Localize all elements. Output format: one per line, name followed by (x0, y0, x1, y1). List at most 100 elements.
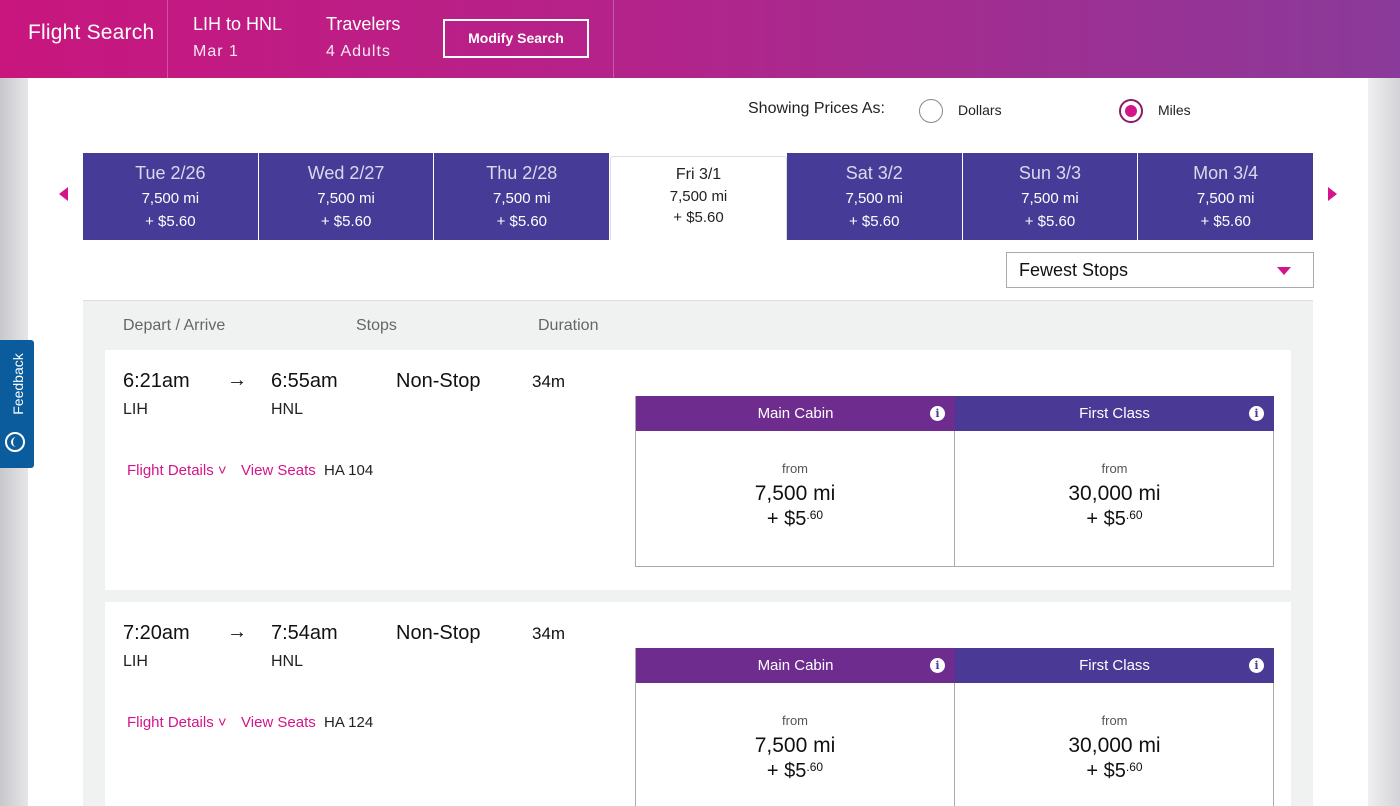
modify-search-button[interactable]: Modify Search (443, 19, 589, 58)
date-tab-sun-3-3[interactable]: Sun 3/3 7,500 mi + $5.60 (962, 153, 1139, 240)
date-tab-fee: + $5.60 (496, 213, 548, 230)
dollars-label[interactable]: Dollars (958, 102, 1002, 118)
date-tab-miles: 7,500 mi (1196, 190, 1255, 207)
fare-fee-cents: .60 (806, 760, 824, 774)
main-cabin-label: Main Cabin (757, 657, 834, 674)
next-dates-arrow-icon[interactable] (1328, 187, 1337, 201)
fare-miles: 7,500 mi (754, 482, 836, 505)
fare-fee: + $5.60 (636, 508, 954, 531)
main-cabin-fare[interactable]: from 7,500 mi + $5.60 (636, 683, 955, 806)
date-tab-fee: + $5.60 (1200, 213, 1251, 230)
arrow-right-icon: → (227, 621, 247, 643)
date-tab-miles: 7,500 mi (845, 190, 903, 207)
fare-fee: + $5.60 (955, 760, 1274, 783)
flight-details-label: Flight Details (127, 714, 214, 731)
fare-from-label: from (782, 713, 808, 728)
fare-fee-whole: + $5 (766, 760, 807, 782)
flight-card: 7:20am → 7:54am Non-Stop 34m LIH HNL Fli… (105, 602, 1291, 806)
date-selector: Tue 2/26 7,500 mi + $5.60 Wed 2/27 7,500… (83, 153, 1314, 240)
date-tab-fee: + $5.60 (673, 209, 724, 226)
date-tab-fee: + $5.60 (145, 213, 196, 230)
sort-dropdown[interactable]: Fewest Stops (1006, 252, 1314, 288)
stops-value: Non-Stop (396, 622, 481, 644)
travel-date: Mar 1 (193, 43, 239, 60)
date-tab-day: Sun 3/3 (1018, 163, 1081, 183)
first-class-fare[interactable]: from 30,000 mi + $5.60 (955, 431, 1274, 566)
arrive-time: 6:55am (271, 370, 338, 392)
date-tab-fri-3-1-selected[interactable]: Fri 3/1 7,500 mi + $5.60 (610, 156, 787, 240)
first-class-header: First Class i (955, 648, 1274, 683)
date-tab-tue-2-26[interactable]: Tue 2/26 7,500 mi + $5.60 (83, 153, 259, 240)
date-tab-wed-2-27[interactable]: Wed 2/27 7,500 mi + $5.60 (258, 153, 435, 240)
fare-from-label: from (1101, 461, 1128, 476)
date-tab-mon-3-4[interactable]: Mon 3/4 7,500 mi + $5.60 (1138, 153, 1314, 240)
flight-details-link[interactable]: Flight Details ˅ (127, 714, 227, 731)
fare-fee-whole: + $5 (1086, 508, 1126, 530)
fare-miles: 30,000 mi (1068, 734, 1161, 757)
column-header-stops: Stops (356, 317, 397, 334)
previous-dates-arrow-icon[interactable] (59, 187, 68, 201)
feedback-label: Feedback (10, 353, 26, 415)
info-icon[interactable]: i (930, 406, 945, 421)
background-right (1368, 78, 1400, 806)
flight-number: HA 124 (324, 714, 374, 731)
arrow-right-icon: → (227, 369, 247, 391)
duration-value: 34m (532, 372, 566, 391)
main-cabin-header: Main Cabin i (636, 648, 955, 683)
date-tab-miles: 7,500 mi (493, 190, 551, 207)
dollars-radio[interactable] (919, 99, 943, 123)
chevron-down-icon: ˅ (213, 462, 227, 479)
date-tab-fee: + $5.60 (849, 213, 900, 230)
flight-details-link[interactable]: Flight Details ˅ (127, 462, 227, 479)
view-seats-link[interactable]: View Seats (241, 462, 316, 479)
main-cabin-label: Main Cabin (757, 405, 834, 422)
date-tab-miles: 7,500 mi (669, 188, 728, 205)
flight-card: 6:21am → 6:55am Non-Stop 34m LIH HNL Fli… (105, 350, 1291, 590)
fare-fee-whole: + $5 (1086, 760, 1126, 782)
stops-value: Non-Stop (396, 370, 481, 392)
first-class-label: First Class (1079, 405, 1150, 422)
fare-fee-cents: .60 (806, 508, 824, 522)
date-tab-day: Tue 2/26 (135, 163, 206, 183)
fare-options: Main Cabin i First Class i from 7,500 mi… (635, 396, 1274, 567)
first-class-fare[interactable]: from 30,000 mi + $5.60 (955, 683, 1274, 806)
page-title: Flight Search (0, 0, 168, 78)
route-text: LIH to HNL (193, 14, 283, 34)
date-tab-miles: 7,500 mi (317, 190, 375, 207)
chevron-down-icon (1277, 267, 1291, 275)
first-class-label: First Class (1079, 657, 1150, 674)
fare-fee-cents: .60 (1125, 508, 1143, 522)
main-cabin-fare[interactable]: from 7,500 mi + $5.60 (636, 431, 955, 566)
first-class-header: First Class i (955, 396, 1274, 431)
fare-from-label: from (1101, 713, 1128, 728)
column-header-depart-arrive: Depart / Arrive (123, 317, 226, 334)
fare-fee-cents: .60 (1125, 760, 1143, 774)
miles-label[interactable]: Miles (1158, 102, 1191, 118)
date-tab-thu-2-28[interactable]: Thu 2/28 7,500 mi + $5.60 (434, 153, 611, 240)
depart-airport: LIH (123, 653, 148, 670)
fare-miles: 7,500 mi (754, 734, 836, 757)
date-tab-day: Wed 2/27 (307, 163, 385, 183)
header-divider (613, 0, 614, 78)
sort-selected-value: Fewest Stops (1019, 260, 1129, 280)
date-tab-day: Sat 3/2 (845, 163, 903, 183)
route-summary: LIH to HNL Mar 1 (193, 14, 282, 61)
date-tab-sat-3-2[interactable]: Sat 3/2 7,500 mi + $5.60 (786, 153, 963, 240)
flight-details-label: Flight Details (127, 462, 214, 479)
flight-number: HA 104 (324, 462, 374, 479)
main-cabin-header: Main Cabin i (636, 396, 955, 431)
travelers-summary: Travelers 4 Adults (326, 14, 400, 61)
fare-fee: + $5.60 (636, 760, 954, 783)
date-tab-day: Fri 3/1 (675, 166, 722, 183)
fare-from-label: from (782, 461, 808, 476)
view-seats-link[interactable]: View Seats (241, 714, 316, 731)
price-toggle-label: Showing Prices As: (748, 100, 885, 117)
info-icon[interactable]: i (930, 658, 945, 673)
feedback-tab[interactable]: Feedback (0, 340, 34, 468)
info-icon[interactable]: i (1249, 658, 1264, 673)
travelers-value: 4 Adults (326, 43, 391, 60)
fare-fee-whole: + $5 (766, 508, 807, 530)
miles-radio[interactable] (1119, 99, 1143, 123)
info-icon[interactable]: i (1249, 406, 1264, 421)
date-tab-day: Thu 2/28 (486, 163, 558, 183)
